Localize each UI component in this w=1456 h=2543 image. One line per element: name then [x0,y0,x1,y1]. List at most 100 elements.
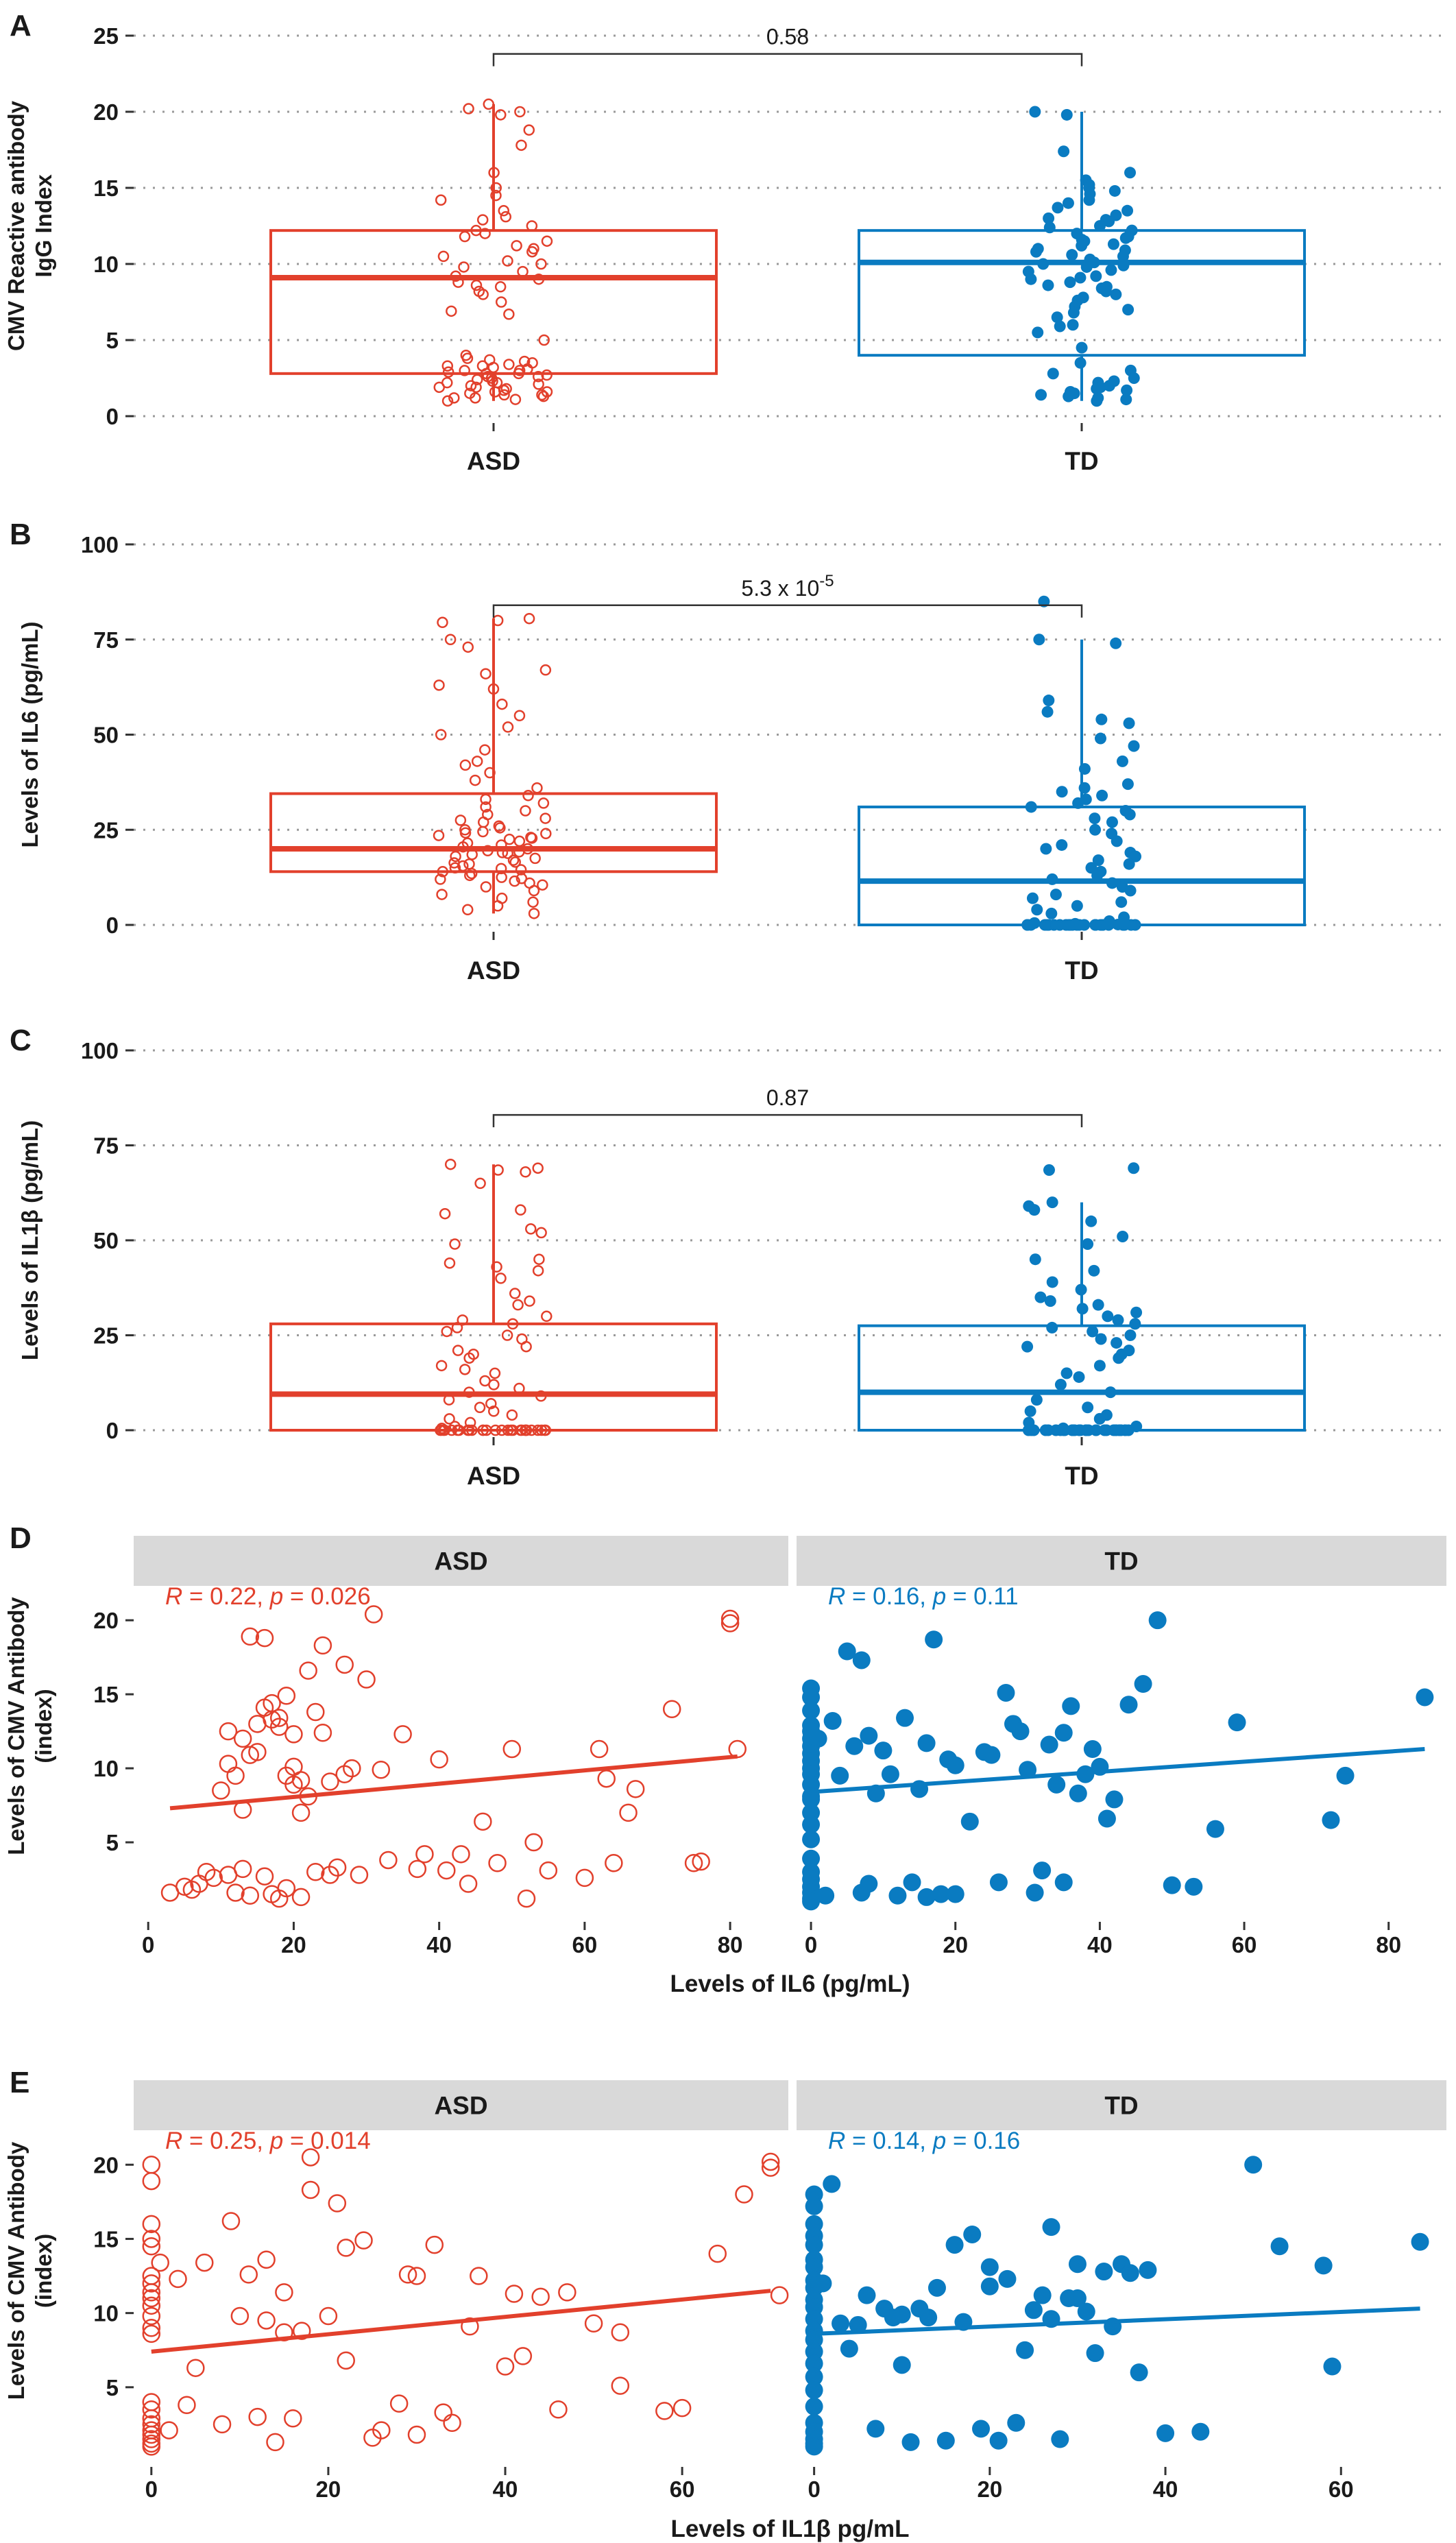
scatter-point [590,1739,609,1759]
scatter-point [328,1858,347,1877]
scatter-point [496,2357,515,2376]
scatter-point [919,2309,938,2327]
scatter-point [1086,2344,1104,2363]
scatter-point [233,1859,252,1879]
data-point [458,261,470,273]
data-point [531,782,543,794]
scatter-point [248,1743,267,1761]
data-point [1119,232,1132,244]
scatter-point [226,1766,245,1785]
data-point [503,309,515,320]
x-axis-title: Levels of IL6 (pg/mL) [670,1970,910,1997]
data-point [452,276,464,288]
data-point [541,235,553,247]
data-point [526,245,538,258]
scatter-point [893,2305,911,2324]
facet-strip [134,1536,788,1586]
x-category-label: ASD [467,1462,520,1490]
scatter-point [1336,1766,1355,1785]
data-point [464,1417,476,1429]
stat-r-symbol: R [828,2128,845,2154]
scatter-point [805,2437,823,2456]
scatter-point [407,2425,426,2444]
data-point [1122,1424,1135,1436]
data-point [470,392,481,404]
scatter-point [901,2433,920,2451]
data-point [513,1382,525,1395]
scatter-point [407,2267,426,2285]
data-point [464,869,476,882]
scatter-point [708,2244,727,2263]
scatter-point [502,1739,522,1759]
scatter-point [219,1722,238,1741]
scatter-point [805,2197,823,2215]
box-iqr [269,792,718,873]
regression-line [169,1754,738,1811]
scatter-point [524,1833,543,1852]
data-point [436,889,448,900]
stat-p-value: 0.026 [311,1583,371,1610]
scatter-point [474,1812,492,1831]
data-point [494,281,507,293]
scatter-point [1054,1724,1073,1742]
scatter-point [605,1854,623,1872]
data-point [1032,326,1044,339]
data-point [463,103,474,115]
data-point [523,612,535,625]
scatter-point [142,2274,161,2293]
panel-letter: A [10,9,32,43]
data-point [459,759,472,771]
scatter-point [425,2235,444,2254]
stat-r-eq: = [845,1583,873,1610]
scatter-point [558,2283,577,2302]
data-point [463,1386,475,1398]
y-tick-label: 25 [93,1323,119,1349]
data-point [1073,1371,1085,1383]
data-point [1033,634,1045,646]
data-point [462,641,474,653]
x-tick-label: 20 [943,1932,968,1957]
scatter-point [866,2420,885,2438]
facet-strip [797,2080,1446,2130]
y-tick-label: 20 [93,2152,119,2178]
data-point [1076,239,1088,252]
data-point [507,1318,519,1330]
stat-p-symbol: p [932,2128,946,2154]
y-tick-label: 15 [93,1682,119,1707]
x-tick-label: 0 [805,1932,817,1957]
scatter-point [233,1729,252,1748]
data-point [437,1424,449,1436]
data-point [1046,873,1058,885]
scatter-point [720,1614,740,1632]
data-point [1105,264,1117,276]
scatter-point [277,1879,296,1898]
data-point [520,1340,532,1353]
scatter-point [1130,2363,1148,2382]
data-point [537,797,550,809]
scatter-point [398,2265,417,2284]
data-point [1130,850,1142,863]
data-point [1118,919,1130,931]
scatter-point [946,1756,964,1774]
data-point [483,98,495,110]
data-point [479,228,491,239]
data-point [1128,372,1140,384]
stat-sep: , [919,1583,932,1610]
data-point [509,394,522,405]
data-point [1124,884,1137,897]
data-point [463,858,475,870]
data-point [1076,341,1088,354]
scatter-point [805,2397,823,2415]
data-point [443,1394,455,1406]
data-point [535,258,547,270]
stat-r-value: 0.22 [210,1583,256,1610]
panel-letter: D [10,1521,32,1555]
scatter-point [284,2409,302,2428]
data-point [457,1314,468,1326]
scatter-point [945,2236,964,2254]
data-point [1095,1333,1107,1345]
data-point [1021,919,1034,931]
regression-line [151,2289,771,2354]
data-point [1129,1318,1141,1330]
scatter-point [1411,2232,1429,2251]
